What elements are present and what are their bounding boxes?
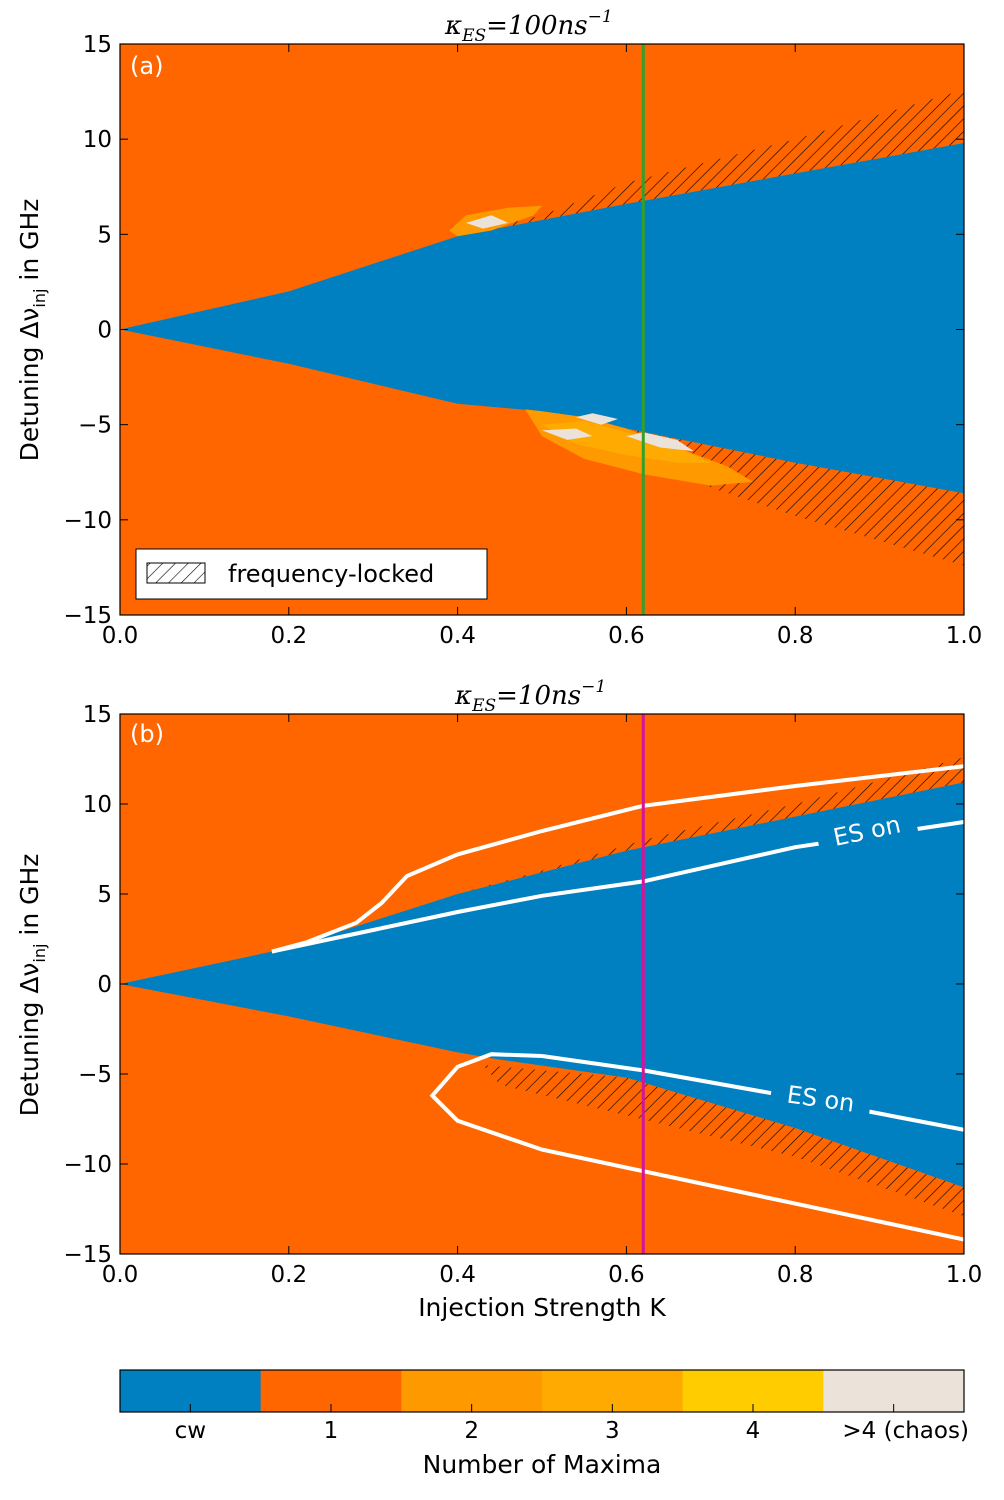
y-tick-label: 15 (83, 32, 112, 58)
y-tick-label: 10 (83, 792, 112, 818)
y-tick-label: −10 (63, 508, 112, 534)
y-tick-label: 5 (97, 882, 112, 908)
y-tick-label: −10 (63, 1152, 112, 1178)
panel-b: κES=10ns−1 (b) ES on ES on 0.0 0.2 0.4 0.6 0… (15, 677, 982, 1322)
panel-b-hatch-upper (398, 757, 964, 911)
x-tick-label: 1.0 (946, 1262, 983, 1288)
x-tick-label: 0.4 (439, 1262, 476, 1288)
y-tick-label: 5 (97, 222, 112, 248)
colorbar-tick-label: 3 (605, 1418, 620, 1444)
panel-a-island-lower-chaos-1 (542, 428, 593, 440)
colorbar-tick-label: 4 (746, 1418, 761, 1444)
x-tick-label: 0.2 (271, 1262, 308, 1288)
panel-a-title: κES=100ns−1 (444, 7, 613, 46)
colorbar-tick-label: 2 (464, 1418, 479, 1444)
panel-b-hatch-lower (482, 1065, 964, 1217)
panel-b-es-contour-lower (429, 1052, 964, 1242)
y-tick-label: 0 (97, 318, 112, 344)
panel-a-ylabel: Detuning Δνinj in GHz (15, 199, 49, 462)
colorbar-frame (119, 1369, 965, 1413)
x-tick-label: 0.0 (102, 1262, 139, 1288)
colorbar-tick-label: cw (175, 1418, 206, 1444)
panel-b-es-contour-upper-inner (271, 820, 964, 954)
x-tick-label: 1.0 (946, 623, 983, 649)
x-tick-label: 0.8 (777, 623, 814, 649)
panel-a-legend: frequency-locked (135, 548, 488, 600)
colorbar-tick-label: >4 (chaos) (842, 1418, 969, 1444)
panel-a-ticks: 0.0 0.2 0.4 0.6 0.8 1.0 −15 −10 −5 0 5 10 15 (63, 32, 982, 649)
panel-b-xlabel: Injection Strength K (418, 1293, 666, 1322)
es-label-upper-bg (814, 804, 919, 857)
y-tick-label: −15 (63, 1242, 112, 1268)
panel-a-plot-area (120, 44, 964, 615)
panel-a-island-lower-3 (542, 420, 711, 463)
panel-b-ylabel: Detuning Δνinj in GHz (15, 854, 49, 1117)
x-tick-label: 0.6 (608, 1262, 645, 1288)
panel-b-ticks: 0.0 0.2 0.4 0.6 0.8 1.0 −15 −10 −5 0 5 10 15 (63, 702, 982, 1288)
panel-a-cw-region (120, 143, 964, 494)
x-tick-label: 0.0 (102, 623, 139, 649)
y-tick-label: −15 (63, 603, 112, 629)
es-label-lower-bg (769, 1075, 873, 1121)
colorbar: cw 1 2 3 4 >4 (chaos) Number of Maxima (119, 1369, 969, 1479)
y-tick-label: 15 (83, 702, 112, 728)
y-tick-label: −5 (78, 413, 112, 439)
y-tick-label: 10 (83, 127, 112, 153)
panel-a-hatch-upper (457, 89, 964, 237)
panel-b-es-contour-lower-inner (541, 1054, 964, 1132)
x-tick-label: 0.8 (777, 1262, 814, 1288)
legend-label: frequency-locked (228, 560, 434, 588)
y-tick-label: −5 (78, 1062, 112, 1088)
panel-b-tag: (b) (130, 720, 164, 748)
x-tick-label: 0.4 (439, 623, 476, 649)
panel-b-plot-area (120, 714, 964, 1254)
colorbar-label: Number of Maxima (423, 1450, 662, 1479)
colorbar-tick-label: 1 (324, 1418, 339, 1444)
y-tick-label: 0 (97, 972, 112, 998)
x-tick-label: 0.2 (271, 623, 308, 649)
panel-a-island-lower-chaos-3 (575, 413, 618, 425)
panel-a-island-upper-inner (466, 215, 509, 229)
x-tick-label: 0.6 (608, 623, 645, 649)
panel-b-cw-region (120, 782, 964, 1188)
legend-hatch-swatch (146, 562, 206, 584)
panel-a: κES=100ns−1 (a) frequency-locked 0. (15, 7, 982, 649)
panel-b-es-contour-upper-outer (271, 764, 964, 954)
panel-b-title: κES=10ns−1 (454, 677, 606, 716)
panel-a-tag: (a) (130, 52, 163, 80)
